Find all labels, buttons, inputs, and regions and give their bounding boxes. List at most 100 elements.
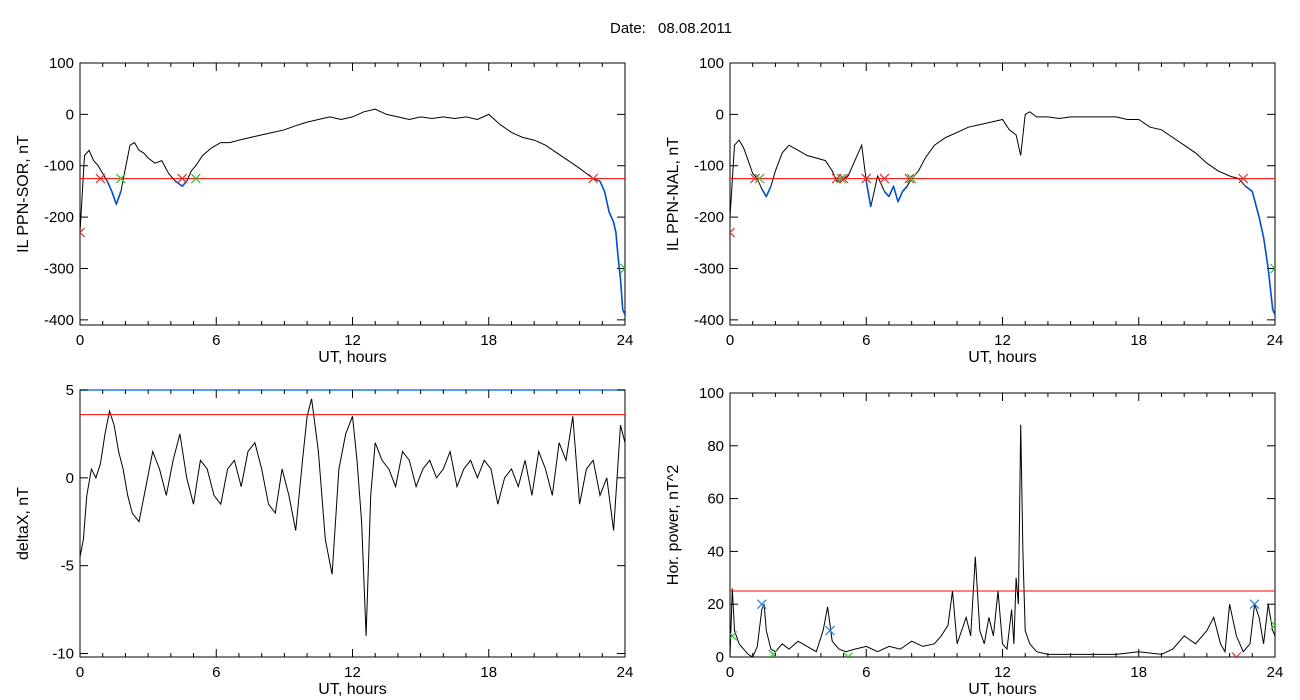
y-tick-label: -10 [52,645,74,662]
event-marker-stroke [1231,652,1238,657]
event-marker [1270,620,1275,631]
series-line [80,108,625,315]
event-marker-stroke [904,173,915,184]
event-marker [838,173,849,184]
chart-panel-p3: 0 6 12 18 24 5 0 -5 -10 UT, hours deltaX, nT [15,382,633,698]
series-below-threshold [612,222,617,233]
y-tick-label: 5 [66,382,74,399]
event-marker [620,263,625,274]
x-tick-label: 6 [862,664,870,681]
y-tick-label: 80 [707,438,724,455]
event-marker-stroke [861,173,872,184]
x-tick-label: 24 [1267,664,1284,681]
x-tick-label: 12 [344,664,361,681]
series-below-threshold [883,190,890,198]
event-marker-stroke [730,630,738,639]
y-tick-label: -100 [44,158,74,175]
event-marker-stroke [750,173,760,184]
series-below-threshold [111,191,118,205]
event-marker-stroke [879,173,890,184]
series-below-threshold [888,185,895,197]
event-marker-stroke [730,231,735,238]
series-below-threshold [608,211,615,223]
series-below-threshold [1271,309,1275,316]
y-tick-label: 0 [66,106,74,123]
event-marker-stroke [95,173,106,184]
chart-panel-p2: 0 6 12 18 24 100 0 -100 -200 -300 -400 UT, hours IL … [665,55,1283,366]
series-below-threshold [615,232,619,259]
event-marker-stroke [620,263,625,270]
event-marker-stroke [588,173,599,184]
x-tick-label: 18 [1130,332,1147,349]
plot-area [80,398,625,636]
event-marker-stroke [769,649,779,657]
series-below-threshold [865,181,872,207]
event-marker-stroke [177,173,188,184]
x-tick-label: 18 [480,332,497,349]
plot-frame [79,62,626,326]
y-tick-label: 60 [707,491,724,508]
event-marker [756,599,767,610]
x-axis-label: UT, hours [318,349,386,366]
event-marker [1249,599,1260,610]
series-below-threshold [599,180,606,192]
event-marker-stroke [824,625,835,636]
series-below-threshold [621,309,625,316]
event-marker-stroke [847,652,854,657]
series-below-threshold [106,180,113,192]
y-tick-label: 0 [66,470,74,487]
series-line [730,111,1275,315]
event-marker-stroke [1270,263,1275,270]
date-value: 08.08.2011 [658,20,732,37]
x-tick-label: 24 [617,332,634,349]
event-marker [879,173,890,184]
plot-area [80,108,625,316]
y-tick-label: -5 [61,558,74,575]
event-marker-stroke [756,599,767,610]
x-tick-label: 6 [212,332,220,349]
x-tick-label: 18 [480,664,497,681]
series-below-threshold [901,185,908,192]
y-axis-label: IL PPN-SOR, nT [15,135,32,253]
x-tick-label: 0 [76,664,84,681]
event-marker [824,625,835,636]
event-marker-stroke [730,227,735,234]
series-below-threshold [1251,191,1260,218]
plot-frame [729,62,1276,326]
event-marker-stroke [1270,267,1275,274]
series-below-threshold [761,188,768,197]
series-below-threshold [619,278,624,310]
series-below-threshold [1258,216,1265,238]
event-marker [177,173,188,184]
series-line [80,398,625,636]
series-below-threshold [115,191,122,205]
event-marker [861,173,872,184]
y-tick-label: -200 [44,209,74,226]
y-tick-label: 0 [716,649,724,666]
event-marker [750,173,760,184]
x-tick-label: 6 [212,664,220,681]
x-tick-label: 6 [862,332,870,349]
series-below-threshold [892,186,899,202]
event-marker-stroke [80,231,85,238]
x-axis-label: UT, hours [318,681,386,698]
x-tick-label: 0 [726,332,734,349]
event-marker-stroke [836,173,847,184]
plot-area [730,111,1275,316]
event-marker [730,227,735,238]
y-tick-label: 100 [699,55,724,72]
event-marker [588,173,599,184]
event-marker [1231,652,1242,657]
event-marker-stroke [190,173,201,184]
series-below-threshold [1244,185,1253,193]
event-marker-stroke [1270,624,1275,631]
x-tick-label: 12 [994,664,1011,681]
x-axis-label: UT, hours [968,681,1036,698]
x-tick-label: 24 [1267,332,1284,349]
event-marker [115,173,126,184]
event-marker [95,173,106,184]
y-tick-label: -300 [44,260,74,277]
y-axis-label: Hor. power, nT^2 [665,465,682,586]
event-marker-stroke [80,227,85,234]
event-marker [190,173,201,184]
